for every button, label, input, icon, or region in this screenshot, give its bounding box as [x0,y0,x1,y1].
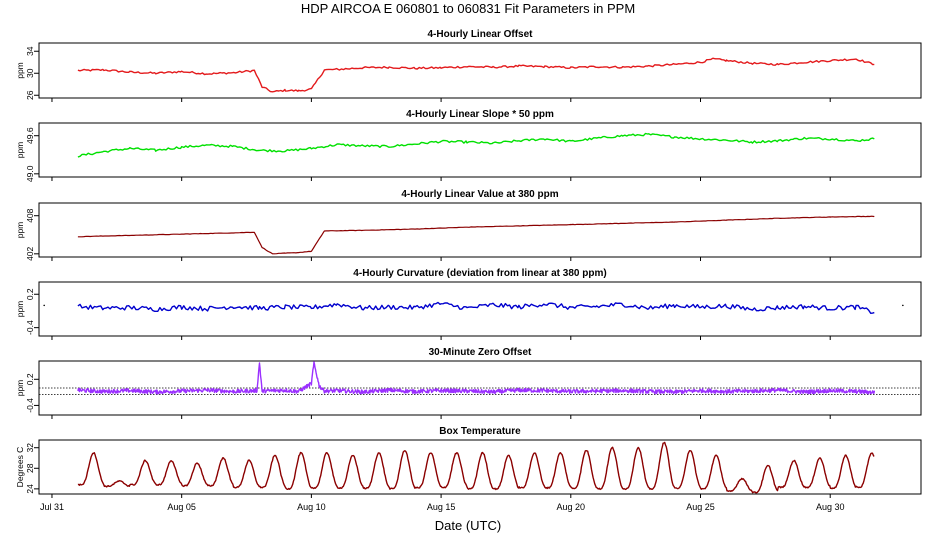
x-tick-label: Aug 10 [297,502,326,512]
y-tick-label: 34 [25,46,35,56]
y-tick-label: 49.0 [25,165,35,182]
panel-title: Box Temperature [439,426,521,437]
x-tick-label: Aug 05 [167,502,196,512]
panel-frame [38,439,922,495]
series-line [77,57,875,93]
panel-frame [38,42,922,99]
panel-title: 4-Hourly Linear Slope * 50 ppm [406,109,554,120]
y-axis-label: ppm [15,142,25,159]
panel-title: 30-Minute Zero Offset [429,347,532,358]
x-tick-label: Aug 25 [686,502,715,512]
x-axis: Jul 31 Aug 05 Aug 10 Aug 15 Aug 20 Aug 25 Aug … [40,502,845,512]
panel-title: 4-Hourly Curvature (deviation from linea… [353,268,606,279]
series-line [77,132,875,158]
y-axis-label: Degrees C [15,447,25,488]
y-axis-label: ppm [15,301,25,318]
series-line [77,361,875,395]
x-tick-label: Jul 31 [40,502,64,512]
panel-frame [38,281,922,337]
y-tick-label: 24 [25,484,35,494]
y-tick-label: 30 [25,68,35,78]
y-tick-label: -0.4 [25,398,35,413]
panel-2: 4-Hourly Linear Slope * 50 ppm 49.0 49.6pp… [15,109,922,182]
y-tick-label: -0.4 [25,320,35,335]
series-line [77,215,875,255]
panel-title: 4-Hourly Linear Value at 380 ppm [401,189,558,200]
x-tick-label: Aug 20 [557,502,586,512]
y-axis-label: ppm [15,62,25,79]
panel-title: 4-Hourly Linear Offset [427,29,533,40]
y-tick-label: 408 [25,208,35,222]
y-axis-label: ppm [15,222,25,239]
y-tick-label: 28 [25,463,35,473]
y-tick-label: 26 [25,90,35,100]
panel-frame [38,202,922,258]
series-point [902,304,904,307]
panel-4: 4-Hourly Curvature (deviation from linea… [15,268,922,340]
series-point [43,304,45,307]
y-tick-label: 0.2 [25,288,35,300]
y-tick-label: 402 [25,246,35,260]
x-tick-label: Aug 30 [816,502,845,512]
x-tick-label: Aug 15 [427,502,456,512]
y-tick-label: 0.2 [25,373,35,385]
x-axis-label: Date (UTC) [435,518,501,533]
panel-frame [38,122,922,178]
panel-3: 4-Hourly Linear Value at 380 ppm 402 408pp… [15,189,922,261]
panels: 4-Hourly Linear Offset263034ppm4-Hourly … [15,29,922,498]
series-line [77,301,875,314]
y-axis-label: ppm [15,380,25,397]
figure-title: HDP AIRCOA E 060801 to 060831 Fit Parame… [301,1,635,16]
series-line [77,441,875,494]
y-tick-label: 32 [25,443,35,453]
y-tick-label: 49.6 [25,127,35,144]
